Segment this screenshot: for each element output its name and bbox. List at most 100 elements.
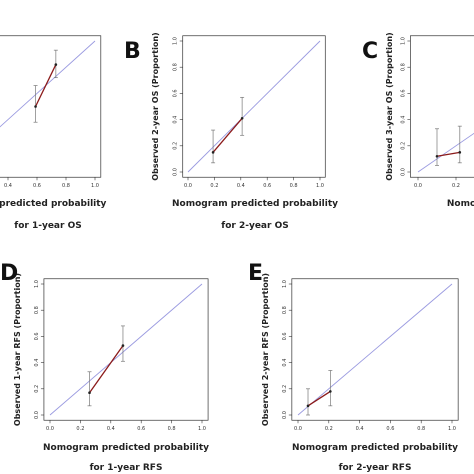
x-tick-label: 1.0	[198, 426, 206, 432]
y-tick-label: 1.0	[282, 280, 288, 288]
calibration-point	[34, 105, 37, 108]
calibration-line	[88, 345, 124, 394]
y-tick-label: 0.6	[34, 332, 40, 340]
y-tick-label: 0.0	[400, 168, 406, 176]
x-tick-label: 0.8	[417, 426, 425, 432]
x-tick-label: 0.6	[386, 426, 394, 432]
y-tick-label: 0.4	[173, 116, 179, 124]
x-tick-label: 0.0	[184, 183, 192, 189]
x-tick-label: 0.2	[76, 426, 84, 432]
x-tick-label: 0.0	[294, 426, 302, 432]
calibration-point	[306, 404, 310, 408]
plot-frame	[182, 35, 326, 178]
calibration-line	[307, 390, 331, 407]
x-tick-label: 0.4	[356, 426, 364, 432]
calibration-point	[240, 116, 244, 120]
reference-line	[417, 132, 474, 173]
y-tick-label: 0.4	[282, 359, 288, 367]
x-tick-label: 0.6	[137, 426, 145, 432]
y-tick-label: 0.4	[400, 116, 406, 124]
x-axis-label: Nomogram predicted probability	[43, 443, 209, 453]
calibration-point	[211, 151, 215, 154]
y-axis-label: Observed 1-year RFS (Proportion)	[13, 273, 22, 426]
panel-letter: B	[124, 39, 141, 64]
calibration-point	[88, 391, 91, 395]
y-tick-label: 0.2	[34, 385, 40, 393]
calibration-point	[435, 154, 439, 158]
plot-frame	[0, 35, 102, 178]
y-tick-label: 0.6	[173, 89, 179, 97]
y-tick-label: 0.4	[34, 359, 40, 367]
y-tick-label: 0.0	[34, 411, 40, 419]
y-tick-label: 0.6	[282, 332, 288, 340]
reference-line	[0, 40, 96, 128]
x-axis-label: Nomogra	[447, 199, 474, 209]
x-axis-label: for 1-year RFS	[90, 463, 163, 473]
panel-letter: D	[0, 261, 18, 286]
x-axis-label: for 2-year OS	[221, 221, 288, 231]
y-tick-label: 1.0	[400, 37, 406, 45]
x-axis-label: Nomogram predicted probability	[292, 443, 458, 453]
y-axis-label: Observed 3-year OS (Proportion)	[385, 32, 394, 180]
x-tick-label: 0.8	[168, 426, 176, 432]
x-tick-label: 0.4	[4, 183, 12, 189]
y-tick-label: 0.2	[400, 142, 406, 150]
y-tick-label: 0.8	[173, 63, 179, 71]
error-bar	[457, 125, 462, 164]
y-tick-label: 0.0	[173, 168, 179, 176]
x-tick-label: 0.8	[290, 183, 298, 189]
plot-frame	[410, 35, 474, 178]
calibration-point	[329, 390, 332, 393]
error-bar	[306, 388, 311, 416]
y-tick-label: 1.0	[173, 37, 179, 45]
error-bar	[33, 85, 38, 123]
error-bar	[87, 371, 92, 407]
error-bar	[240, 96, 245, 136]
y-tick-label: 0.0	[282, 411, 288, 419]
x-axis-label: Nomogram predicted probability	[172, 199, 338, 209]
x-axis-label: for 1-year OS	[14, 221, 81, 231]
error-bar	[211, 129, 216, 164]
x-tick-label: 0.6	[263, 183, 271, 189]
panel-letter: E	[248, 261, 263, 286]
x-tick-label: 1.0	[316, 183, 324, 189]
x-tick-label: 1.0	[91, 183, 99, 189]
error-bar	[328, 370, 333, 407]
x-tick-label: 0.8	[62, 183, 70, 189]
y-axis-label: Observed 2-year RFS (Proportion)	[261, 273, 270, 426]
y-axis-label: Observed 2-year OS (Proportion)	[151, 32, 160, 180]
calibration-line	[436, 151, 460, 157]
y-tick-label: 1.0	[34, 280, 40, 288]
x-axis-label: n predicted probability	[0, 199, 107, 209]
x-tick-label: 0.6	[33, 183, 41, 189]
plot-frame	[43, 278, 209, 421]
y-tick-label: 0.8	[400, 63, 406, 71]
calibration-point	[458, 151, 462, 154]
x-axis-label: for 2-year RFS	[339, 463, 412, 473]
x-tick-label: 0.4	[237, 183, 245, 189]
x-tick-label: 0.2	[452, 183, 460, 189]
x-tick-label: 0.0	[414, 183, 422, 189]
calibration-point	[121, 344, 125, 347]
plot-frame	[291, 278, 459, 421]
calibration-point	[54, 63, 58, 66]
y-tick-label: 0.6	[400, 89, 406, 97]
x-tick-label: 0.2	[210, 183, 218, 189]
y-tick-label: 0.2	[282, 385, 288, 393]
reference-line	[49, 283, 203, 416]
calibration-line	[34, 64, 57, 107]
reference-line	[297, 283, 453, 416]
y-tick-label: 0.8	[282, 306, 288, 314]
y-tick-label: 0.2	[173, 142, 179, 150]
reference-line	[187, 40, 321, 173]
x-tick-label: 0.4	[107, 426, 115, 432]
x-tick-label: 1.0	[448, 426, 456, 432]
error-bar	[435, 128, 439, 166]
y-tick-label: 0.8	[34, 306, 40, 314]
x-tick-label: 0.2	[325, 426, 333, 432]
calibration-line	[212, 117, 243, 153]
panel-letter: C	[362, 39, 378, 64]
error-bar	[120, 325, 125, 362]
